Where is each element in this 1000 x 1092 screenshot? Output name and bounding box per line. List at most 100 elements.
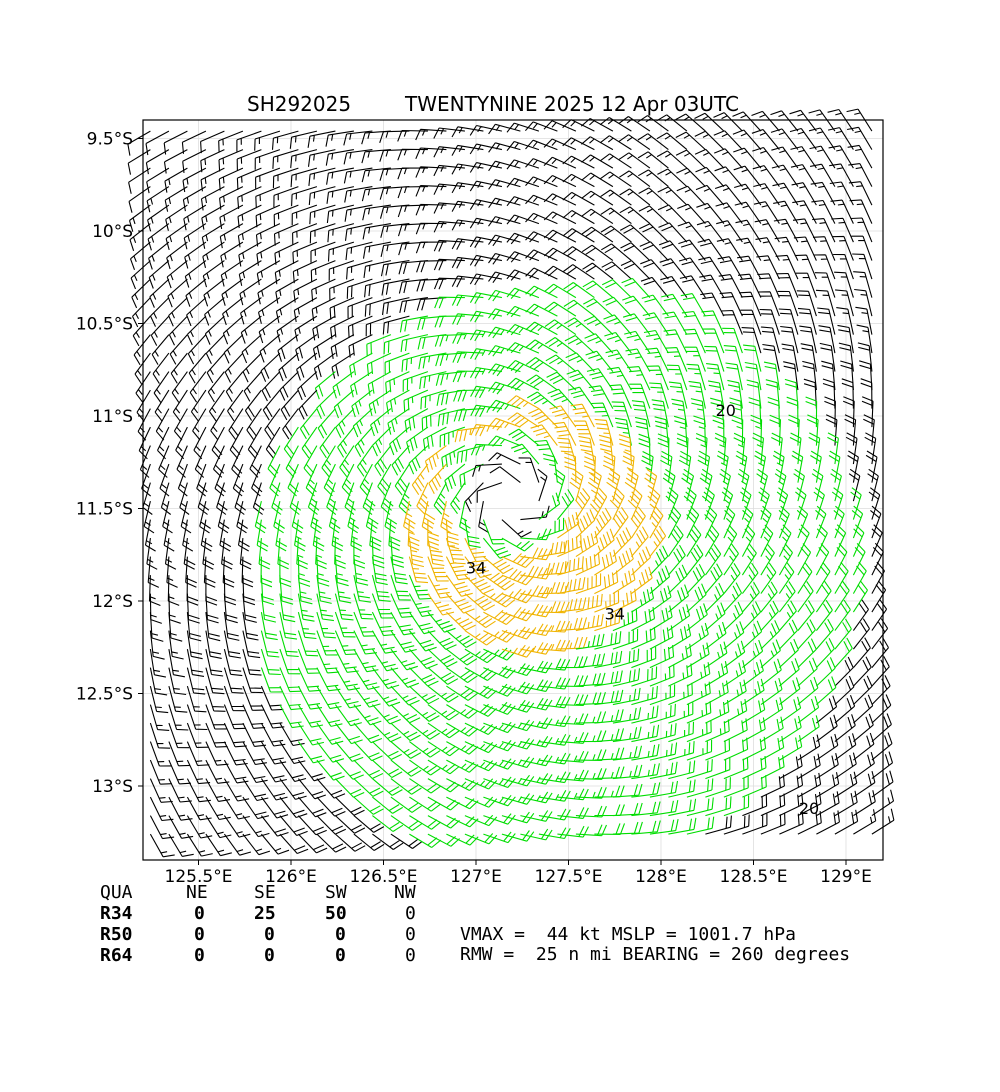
wind-barb (688, 380, 706, 409)
wind-barb (149, 649, 167, 678)
wind-barb (789, 127, 817, 150)
wind-barb (859, 360, 873, 391)
wind-barb (611, 401, 632, 428)
wind-barb (446, 741, 479, 755)
wind-barb (150, 297, 170, 327)
wind-barb (800, 343, 817, 372)
wind-barb (483, 776, 516, 789)
wind-barb (594, 611, 621, 632)
wind-barb (852, 561, 867, 594)
wind-barb (433, 146, 465, 158)
wind-barb (446, 833, 479, 846)
wind-barb (488, 123, 521, 135)
wind-barb (710, 397, 725, 428)
wind-barb (464, 482, 484, 513)
wind-barb (172, 389, 188, 422)
wind-barb (280, 389, 299, 421)
wind-barb (677, 203, 706, 224)
wind-barb (251, 463, 263, 497)
wind-barb (753, 201, 780, 224)
wind-barb (483, 683, 516, 697)
wind-barb (163, 149, 188, 174)
wind-barb (695, 184, 725, 206)
wind-barb (581, 136, 614, 151)
wind-barb (390, 833, 423, 849)
wind-barb (552, 421, 577, 446)
wind-barb (810, 450, 822, 483)
wind-barb (273, 223, 299, 246)
wind-barb (408, 574, 432, 600)
wind-barb (854, 288, 873, 317)
wind-barb (789, 109, 817, 132)
wind-barb (812, 218, 836, 243)
wind-barb (145, 149, 170, 175)
wind-barb (399, 297, 428, 314)
wind-barb (712, 415, 725, 446)
wind-barb (742, 775, 767, 798)
wind-barb (830, 468, 842, 502)
wind-barb (556, 489, 575, 520)
wind-barb (743, 344, 762, 372)
wind-barb (427, 611, 456, 633)
wind-barb (164, 186, 188, 212)
wind-barb (501, 537, 534, 552)
wind-barb (436, 389, 465, 406)
wind-barb (706, 363, 725, 391)
wind-barb (290, 167, 318, 188)
wind-barb (537, 468, 548, 502)
wind-barb (469, 273, 503, 286)
wind-barb (631, 626, 656, 650)
wind-barb (520, 642, 553, 655)
wind-barb (562, 137, 595, 151)
wind-barb (759, 308, 780, 335)
wind-barb (725, 362, 743, 391)
wind-barb (525, 158, 558, 169)
wind-barb (852, 543, 866, 576)
wind-barb (547, 388, 577, 409)
wind-barb (598, 434, 614, 465)
wind-barb (193, 426, 207, 460)
wind-barb (236, 500, 248, 534)
wind-barb (564, 452, 577, 483)
wind-barb (520, 528, 552, 541)
wind-barb (269, 463, 281, 497)
wind-barb (742, 813, 768, 835)
wind-barb (668, 381, 688, 409)
wind-barb (163, 130, 188, 155)
wind-barb (335, 778, 365, 798)
wind-barb (346, 260, 373, 280)
wind-barb (307, 482, 320, 515)
wind-barb (778, 581, 796, 613)
wind-barb (333, 389, 355, 419)
x-tick-label: 127.5°E (535, 867, 603, 887)
wind-barb (815, 599, 833, 631)
wind-barb (583, 315, 614, 335)
wind-barb (371, 667, 400, 690)
wind-barb (815, 505, 827, 539)
wind-barb (600, 189, 632, 206)
wind-barb (631, 606, 656, 632)
wind-barb (525, 285, 558, 299)
wind-barb (684, 346, 706, 372)
wind-barb (223, 815, 251, 838)
wind-barb (797, 581, 814, 613)
wind-barb (511, 443, 540, 465)
wind-barb (735, 450, 748, 483)
wind-barb (168, 833, 194, 857)
wind-barb (668, 721, 695, 743)
wind-barb (353, 741, 383, 762)
wind-barb (290, 149, 318, 168)
wind-barb (237, 223, 262, 248)
row-label: R34 (100, 903, 133, 924)
wind-barb (260, 815, 289, 837)
wind-barb (372, 722, 402, 743)
wind-barb (359, 463, 373, 497)
wind-barb (591, 402, 614, 428)
wind-barb (365, 315, 392, 337)
wind-barb (520, 623, 553, 637)
wind-barb (742, 717, 766, 743)
wind-barb (847, 144, 873, 169)
wind-barb (665, 347, 688, 372)
wind-barb (330, 334, 355, 359)
wind-barb (805, 396, 818, 428)
